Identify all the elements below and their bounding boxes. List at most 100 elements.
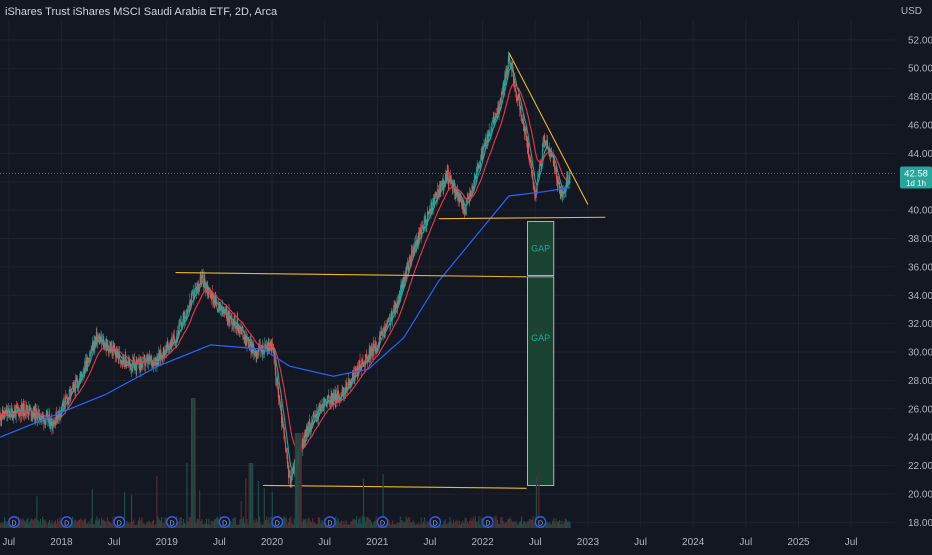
- price-tick-label[interactable]: 20.00: [908, 489, 932, 500]
- time-tick-label[interactable]: 2019: [156, 537, 179, 548]
- volume-bar: [102, 520, 104, 528]
- candle-body: [450, 183, 452, 184]
- candle-body: [224, 310, 226, 314]
- candle-body: [405, 271, 407, 281]
- time-tick-label[interactable]: Jul: [213, 537, 226, 548]
- candle-body: [170, 339, 172, 347]
- volume-bar: [47, 522, 50, 528]
- time-axis[interactable]: Jul 2018 Jul 2019 Jul 2020 Jul 2021 Jul 2022 Jul 20…: [2, 537, 857, 548]
- candle-body: [124, 363, 126, 367]
- candle-body: [94, 341, 96, 349]
- volume-bar: [54, 520, 56, 528]
- candle-body: [380, 333, 382, 334]
- price-tick-label[interactable]: 46.00: [908, 121, 932, 132]
- candle-body: [413, 246, 415, 253]
- candle-body: [485, 139, 487, 141]
- volume-bar: [241, 519, 243, 528]
- time-tick-label[interactable]: 2021: [366, 537, 389, 548]
- candle-body: [32, 413, 34, 417]
- price-tick-label[interactable]: 26.00: [908, 404, 932, 415]
- price-tick-label[interactable]: 36.00: [908, 262, 932, 273]
- candle-body: [442, 179, 444, 185]
- candle-body: [49, 414, 51, 428]
- time-tick-label[interactable]: 2024: [682, 537, 705, 548]
- price-tick-label[interactable]: 50.00: [908, 64, 932, 75]
- volume-bar: [7, 523, 9, 528]
- price-tick-label[interactable]: 52.00: [908, 35, 932, 46]
- time-tick-label[interactable]: Jul: [318, 537, 331, 548]
- price-tick-label[interactable]: 30.00: [908, 348, 932, 359]
- candle-body: [532, 176, 534, 179]
- candle-body: [500, 100, 502, 102]
- candle-body: [401, 282, 403, 292]
- dividend-icon[interactable]: [534, 516, 547, 528]
- candle-body: [61, 403, 63, 411]
- time-tick-label[interactable]: Jul: [424, 537, 437, 548]
- price-tick-label[interactable]: 40.00: [908, 206, 932, 217]
- price-tick-label[interactable]: 48.00: [908, 92, 932, 103]
- price-tick-label[interactable]: 44.00: [908, 149, 932, 160]
- candle-body: [9, 416, 11, 417]
- dividend-icon[interactable]: [166, 516, 178, 528]
- price-tick-label[interactable]: 38.00: [908, 234, 932, 245]
- time-tick-label[interactable]: Jul: [108, 537, 121, 548]
- time-tick-label[interactable]: 2022: [471, 537, 494, 548]
- time-tick-label[interactable]: Jul: [845, 537, 858, 548]
- candle-body: [72, 385, 74, 389]
- time-tick-label[interactable]: Jul: [2, 537, 15, 548]
- dividend-icon[interactable]: [482, 516, 494, 528]
- volume-bar: [507, 519, 509, 528]
- candle-body: [568, 174, 570, 180]
- price-tick-label[interactable]: 34.00: [908, 291, 932, 302]
- candle-body: [445, 174, 447, 181]
- price-tick-label[interactable]: 22.00: [908, 461, 932, 472]
- candle-body: [346, 383, 348, 391]
- candle-body: [480, 161, 482, 165]
- dividend-icon[interactable]: [271, 516, 284, 528]
- volume-bar: [132, 521, 134, 528]
- volume-bar: [559, 519, 561, 528]
- volume-bar: [38, 522, 40, 528]
- volume-bar: [421, 523, 423, 528]
- time-tick-label[interactable]: 2018: [50, 537, 73, 548]
- volume-bar: [267, 519, 269, 528]
- dividend-icon[interactable]: [60, 516, 73, 528]
- candle-body: [45, 420, 47, 425]
- volume-bar: [443, 520, 445, 528]
- trendline-descending: [508, 52, 589, 205]
- volume-bar: [366, 516, 368, 528]
- dividend-icon[interactable]: [324, 516, 336, 528]
- time-tick-label[interactable]: Jul: [739, 537, 752, 548]
- time-tick-label[interactable]: Jul: [634, 537, 647, 548]
- price-tick-label[interactable]: 24.00: [908, 433, 932, 444]
- dividend-icon[interactable]: [376, 516, 389, 528]
- dividend-icon[interactable]: [8, 516, 20, 528]
- candle-body: [526, 136, 528, 140]
- candle-body: [126, 364, 128, 366]
- candle-body: [230, 317, 232, 320]
- candle-body: [38, 409, 40, 413]
- candle-body: [484, 143, 486, 145]
- candle-body: [503, 84, 505, 91]
- candle-body: [483, 144, 485, 149]
- dividend-icon[interactable]: [113, 516, 126, 528]
- price-tick-label[interactable]: 18.00: [908, 518, 932, 529]
- time-tick-label[interactable]: 2020: [261, 537, 284, 548]
- candle-body: [210, 292, 212, 298]
- time-tick-label[interactable]: Jul: [529, 537, 542, 548]
- price-tick-label[interactable]: 32.00: [908, 319, 932, 330]
- candle-body: [522, 120, 524, 125]
- time-tick-label[interactable]: 2025: [787, 537, 810, 548]
- ema-mid-line: [0, 83, 571, 451]
- dividend-icon[interactable]: [218, 516, 231, 528]
- candle-body: [453, 185, 455, 193]
- dividend-icon[interactable]: [429, 516, 442, 528]
- candle-body: [203, 280, 205, 288]
- candle-body: [223, 312, 225, 313]
- candle-body: [492, 120, 494, 122]
- price-tick-label[interactable]: 28.00: [908, 376, 932, 387]
- time-tick-label[interactable]: 2023: [577, 537, 600, 548]
- volume-bar: [143, 523, 145, 528]
